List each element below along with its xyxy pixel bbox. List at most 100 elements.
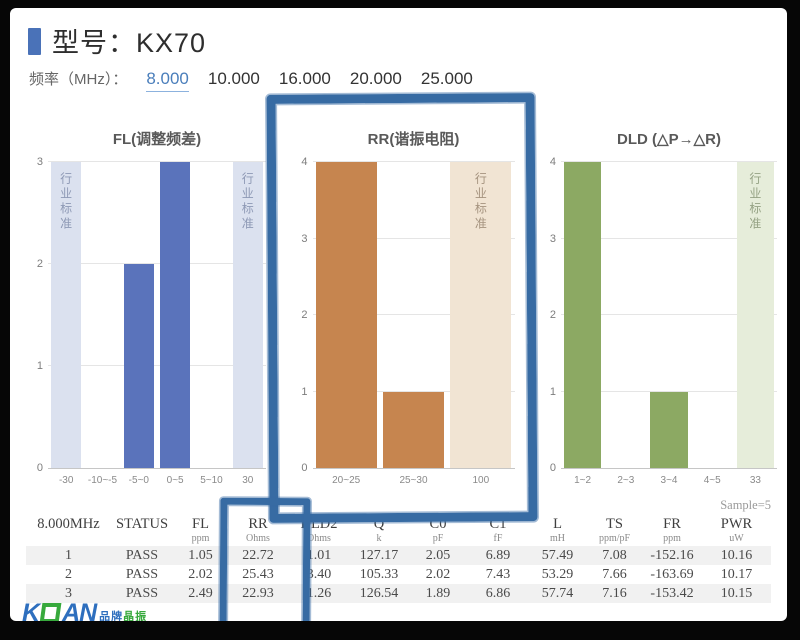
chart-bars: 行业标准 行业标准 <box>48 162 266 468</box>
table-cell: 7.66 <box>602 566 627 582</box>
frequency-options: 8.000 10.000 16.000 20.000 25.000 <box>146 69 473 92</box>
column-header-pwr: PWR <box>720 516 753 532</box>
logo-square-icon <box>39 603 62 621</box>
frequency-option-8.000[interactable]: 8.000 <box>146 69 189 92</box>
table-cell: 7.43 <box>485 566 511 582</box>
data-bar <box>564 162 602 468</box>
table-cell: 6.86 <box>485 585 511 601</box>
sample-count-note: Sample=5 <box>720 498 771 512</box>
column-header-fl: FL <box>192 516 209 532</box>
column-unit <box>26 533 111 546</box>
table-cell: 2.02 <box>425 566 451 582</box>
table-cell: 10.15 <box>720 585 753 601</box>
table-cell: 3.40 <box>306 566 332 582</box>
bar-slot: 行业标准 <box>447 162 514 468</box>
x-axis-tick: -30 <box>58 475 74 486</box>
chart-title: FL(调整频差) <box>112 131 202 148</box>
grid-line <box>312 314 515 315</box>
y-axis-tick: 3 <box>549 232 556 245</box>
industry-standard-label: 行业标准 <box>240 172 255 232</box>
table-cell: 57.74 <box>541 585 574 601</box>
standard-bar: 行业标准 <box>232 162 263 468</box>
table-cell: 2.49 <box>188 585 213 601</box>
chart-x-labels: 20~25 25~30 100 <box>313 475 515 486</box>
column-header-dld2: DLD2 <box>300 516 338 532</box>
bar-slot: 行业标准 <box>48 162 84 468</box>
report-page: 型号：KX70 频率（MHz）： 8.000 10.000 16.000 20.000… <box>10 8 787 621</box>
column-unit: ppm/pF <box>598 533 631 544</box>
data-bar <box>159 162 191 468</box>
logo-text-k: K <box>22 599 40 622</box>
frequency-option-25.000[interactable]: 25.000 <box>420 69 473 88</box>
table-cell: 126.54 <box>359 585 399 601</box>
x-axis-tick: -10~-5 <box>87 475 118 486</box>
koan-logo: K AN 品牌晶振 <box>22 601 147 621</box>
x-axis-tick: 30 <box>242 475 254 486</box>
column-unit: ppm <box>191 533 210 544</box>
grid-line <box>48 365 266 366</box>
chart-title: DLD (△P→△R) <box>617 131 721 148</box>
frequency-option-16.000[interactable]: 16.000 <box>278 69 331 88</box>
bar-slot: 行业标准 <box>734 162 777 468</box>
column-unit: fF <box>493 533 503 544</box>
table-cell: PASS <box>125 566 159 582</box>
column-header-c1: C1 <box>489 516 507 532</box>
table-cell: PASS <box>125 547 159 563</box>
table-cell: 1.01 <box>306 547 332 563</box>
chart-title: RR(谐振电阻) <box>367 131 460 148</box>
industry-standard-label: 行业标准 <box>747 172 762 232</box>
results-table-section: Sample=5 8.000MHz STATUS FL RR DLD2 Q C0 C1 L TS F… <box>26 498 771 603</box>
table-cell: 22.72 <box>242 547 274 563</box>
table-cell: 10.16 <box>720 547 753 563</box>
grid-line <box>312 390 515 392</box>
table-cell: 6.89 <box>485 547 511 563</box>
column-unit: uW <box>729 533 744 544</box>
logo-tagline: 品牌晶振 <box>99 610 147 621</box>
bar-slot <box>121 162 157 468</box>
standard-bar: 行业标准 <box>51 162 82 468</box>
column-unit: Ohms <box>307 533 331 544</box>
table-cell: 1.05 <box>188 547 213 563</box>
standard-bar: 行业标准 <box>450 162 512 468</box>
bar-slot <box>561 162 604 468</box>
column-header-ts: TS <box>606 516 623 532</box>
table-cell: 53.29 <box>541 566 574 582</box>
table-cell: 2.05 <box>425 547 451 563</box>
table-header-row: 8.000MHz STATUS FL RR DLD2 Q C0 C1 L TS FR PWR <box>26 513 771 533</box>
bar-slot <box>691 162 734 468</box>
frequency-option-10.000[interactable]: 10.000 <box>207 69 260 88</box>
y-axis-tick: 0 <box>301 462 308 474</box>
y-axis-tick: 4 <box>549 156 556 168</box>
x-axis-tick: 0~5 <box>166 475 184 486</box>
bar-slot <box>84 162 120 468</box>
table-cell: 1.26 <box>306 585 332 601</box>
table-cell: PASS <box>125 585 159 601</box>
page-title: 型号：KX70 <box>52 28 207 58</box>
y-axis-tick: 1 <box>301 385 308 398</box>
x-axis-tick: 25~30 <box>399 475 428 486</box>
column-unit: Ohms <box>246 533 270 544</box>
x-axis-tick: 20~25 <box>332 475 361 486</box>
column-header-l: L <box>553 516 562 532</box>
x-axis-tick: 3~4 <box>660 475 678 486</box>
column-unit <box>111 533 173 546</box>
table-body: 1 PASS 1.05 22.72 1.01 127.17 2.05 6.89 57.49 7.0… <box>26 546 771 603</box>
grid-line <box>561 390 777 392</box>
y-axis-tick: 4 <box>301 156 308 168</box>
grid-line <box>312 161 515 162</box>
chart-bars: 行业标准 <box>561 162 777 468</box>
y-axis-tick: 1 <box>549 385 556 398</box>
industry-standard-label: 行业标准 <box>473 172 488 232</box>
table-units-row: ppm Ohms Ohms k pF fF mH ppm/pF ppm uW <box>26 533 771 546</box>
frequency-selector: 频率（MHz）： 8.000 10.000 16.000 20.000 25.000 <box>29 68 473 92</box>
x-axis-tick: 2~3 <box>617 475 635 486</box>
y-axis-tick: 0 <box>36 462 43 474</box>
standard-bar: 行业标准 <box>736 162 775 468</box>
grid-line <box>312 237 515 239</box>
table-cell: -152.16 <box>650 547 694 563</box>
frequency-option-20.000[interactable]: 20.000 <box>349 69 402 88</box>
column-unit: k <box>376 533 382 544</box>
data-bar <box>650 391 688 468</box>
chart-plot: 0 1 2 3 4 行业标准 <box>301 156 515 474</box>
data-bar <box>315 162 377 468</box>
